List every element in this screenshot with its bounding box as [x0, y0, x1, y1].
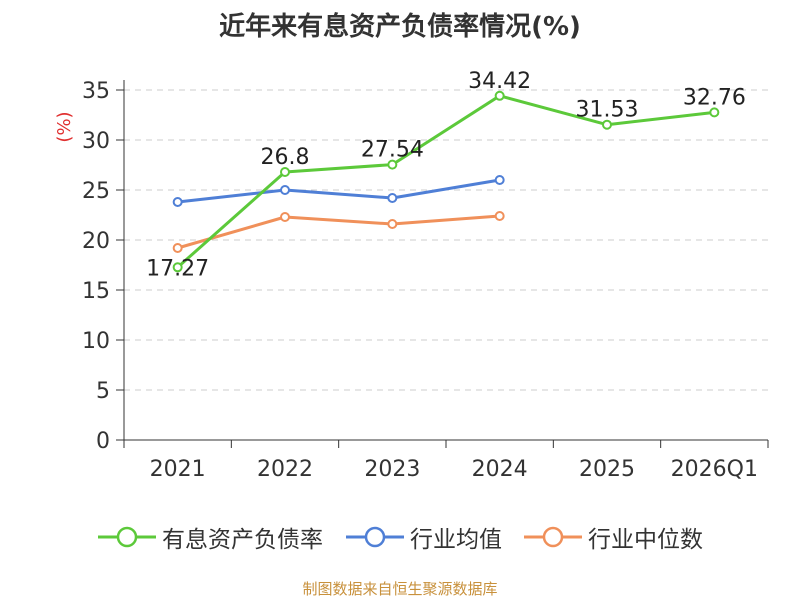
- y-tick-label: 30: [82, 129, 110, 154]
- data-point: [172, 262, 183, 273]
- legend-item-series-3[interactable]: 行业中位数: [524, 520, 703, 554]
- data-point: [602, 119, 612, 130]
- data-point: [280, 212, 290, 222]
- series-line: [176, 94, 715, 269]
- x-tick-label: 2023: [364, 457, 420, 482]
- y-tick-label: 0: [96, 429, 110, 454]
- data-point: [280, 185, 290, 195]
- legend: 有息资产负债率 行业均值 行业中位数: [0, 520, 800, 554]
- x-tick-label: 2022: [257, 457, 313, 482]
- legend-line-icon: [524, 526, 582, 548]
- data-label: 34.42: [468, 69, 531, 94]
- data-labels: 17.27 26.8 27.54 34.42 31.53 32.76: [146, 69, 746, 281]
- data-label: 32.76: [683, 85, 746, 110]
- data-point: [280, 167, 290, 177]
- y-tick-label: 5: [96, 379, 110, 404]
- x-tick-label: 2026Q1: [671, 457, 758, 482]
- data-point: [494, 90, 505, 101]
- data-point: [709, 107, 720, 118]
- y-tick-label: 25: [82, 179, 110, 204]
- y-tick-label: 10: [82, 329, 110, 354]
- series-line: [177, 214, 500, 250]
- y-tick-label: 15: [82, 279, 110, 304]
- x-tick-label: 2024: [472, 457, 528, 482]
- y-axis-label: (%): [54, 111, 75, 142]
- data-label: 27.54: [361, 138, 424, 163]
- data-label: 17.27: [146, 256, 209, 281]
- data-label: 31.53: [576, 98, 639, 123]
- data-point: [387, 219, 398, 229]
- series-line: [177, 178, 500, 204]
- x-tick-label: 2025: [579, 457, 635, 482]
- y-tick-label: 35: [82, 79, 110, 104]
- legend-item-series-1[interactable]: 有息资产负债率: [98, 520, 323, 554]
- data-point: [494, 175, 505, 185]
- y-tick-label: 20: [82, 229, 110, 254]
- series-lines: [172, 90, 720, 273]
- legend-label: 行业中位数: [588, 527, 703, 553]
- legend-line-icon: [98, 526, 156, 548]
- legend-label: 有息资产负债率: [162, 527, 323, 553]
- data-point: [387, 193, 398, 203]
- chart-title: 近年来有息资产负债率情况(%): [219, 12, 581, 42]
- data-point: [172, 243, 183, 253]
- source-note: 制图数据来自恒生聚源数据库: [302, 580, 498, 598]
- data-point: [172, 197, 183, 207]
- data-point: [494, 211, 505, 221]
- data-point: [387, 159, 398, 170]
- legend-line-icon: [346, 526, 404, 548]
- data-label: 26.8: [261, 145, 310, 170]
- legend-item-series-2[interactable]: 行业均值: [346, 520, 502, 554]
- x-tick-label: 2021: [150, 457, 206, 482]
- grid-lines: [124, 89, 768, 391]
- legend-label: 行业均值: [410, 527, 502, 553]
